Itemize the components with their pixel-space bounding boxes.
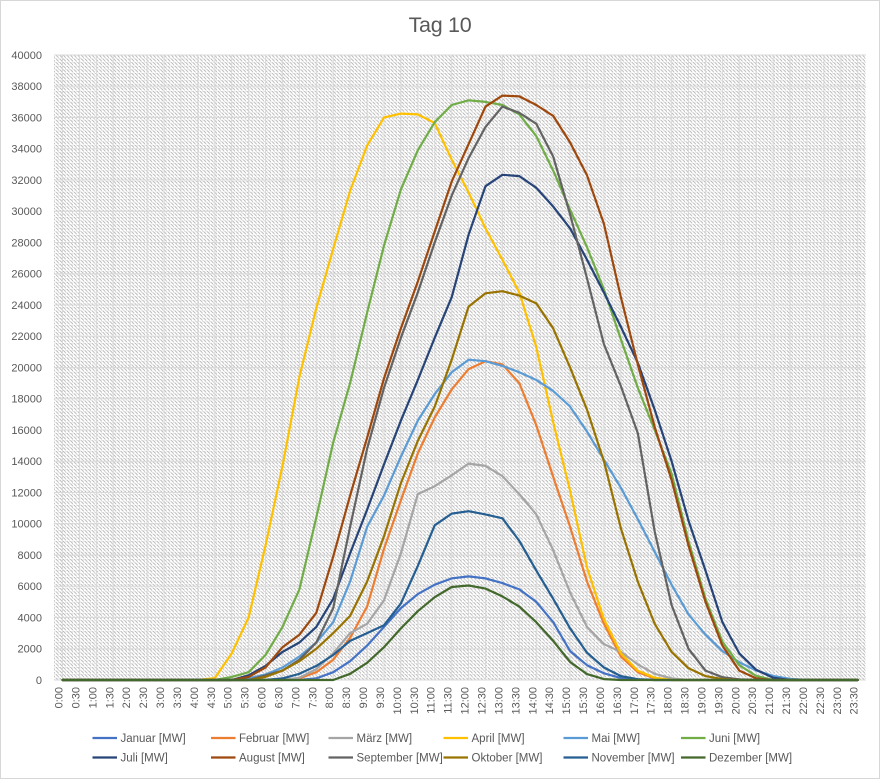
svg-text:21:30: 21:30 (781, 687, 793, 715)
svg-text:8000: 8000 (18, 550, 42, 562)
svg-text:17:30: 17:30 (646, 687, 658, 715)
svg-text:12:00: 12:00 (460, 687, 472, 715)
svg-text:19:00: 19:00 (697, 687, 709, 715)
svg-text:11:00: 11:00 (426, 687, 438, 714)
svg-text:18000: 18000 (11, 394, 42, 406)
svg-text:20:30: 20:30 (747, 687, 759, 715)
svg-text:16:00: 16:00 (595, 687, 607, 715)
svg-text:3:30: 3:30 (172, 687, 184, 708)
svg-text:2000: 2000 (18, 644, 42, 656)
svg-text:21:00: 21:00 (764, 687, 776, 715)
svg-text:2:30: 2:30 (138, 687, 150, 708)
svg-text:15:00: 15:00 (561, 687, 573, 715)
svg-text:Oktober [MW]: Oktober [MW] (472, 753, 543, 765)
svg-text:Juli [MW]: Juli [MW] (121, 753, 168, 765)
svg-text:Dezember [MW]: Dezember [MW] (709, 753, 792, 765)
svg-text:24000: 24000 (11, 300, 42, 312)
svg-text:6:00: 6:00 (257, 687, 269, 708)
svg-text:14:00: 14:00 (527, 687, 539, 715)
svg-text:17:00: 17:00 (629, 687, 641, 715)
svg-text:34000: 34000 (11, 144, 42, 156)
svg-text:9:00: 9:00 (358, 687, 370, 708)
svg-text:18:30: 18:30 (680, 687, 692, 715)
svg-text:13:00: 13:00 (493, 687, 505, 715)
svg-text:36000: 36000 (11, 112, 42, 124)
svg-text:28000: 28000 (11, 237, 42, 249)
svg-text:3:00: 3:00 (155, 687, 167, 708)
svg-text:4:30: 4:30 (206, 687, 218, 708)
svg-text:38000: 38000 (11, 81, 42, 93)
svg-text:20000: 20000 (11, 362, 42, 374)
svg-text:22000: 22000 (11, 331, 42, 343)
svg-text:26000: 26000 (11, 269, 42, 281)
svg-text:1:30: 1:30 (104, 687, 116, 708)
svg-text:0:30: 0:30 (70, 687, 82, 708)
svg-text:10:00: 10:00 (392, 687, 404, 715)
svg-text:4:00: 4:00 (189, 687, 201, 708)
svg-text:8:30: 8:30 (341, 687, 353, 708)
svg-text:7:00: 7:00 (290, 687, 302, 708)
svg-text:12:30: 12:30 (477, 687, 489, 715)
svg-text:14000: 14000 (11, 456, 42, 468)
svg-text:1:00: 1:00 (87, 687, 99, 708)
svg-text:7:30: 7:30 (307, 687, 319, 708)
svg-text:Tag 10: Tag 10 (409, 13, 472, 37)
svg-text:23:00: 23:00 (832, 687, 844, 715)
svg-text:10000: 10000 (11, 519, 42, 531)
svg-text:30000: 30000 (11, 206, 42, 218)
svg-text:13:30: 13:30 (510, 687, 522, 715)
svg-text:6:30: 6:30 (274, 687, 286, 708)
svg-text:Juni [MW]: Juni [MW] (709, 733, 760, 745)
svg-text:November [MW]: November [MW] (592, 753, 675, 765)
svg-text:6000: 6000 (18, 581, 42, 593)
svg-text:10:30: 10:30 (409, 687, 421, 715)
svg-text:April [MW]: April [MW] (472, 733, 525, 745)
svg-text:12000: 12000 (11, 487, 42, 499)
svg-text:8:00: 8:00 (324, 687, 336, 708)
svg-text:August [MW]: August [MW] (239, 753, 305, 765)
svg-text:19:30: 19:30 (713, 687, 725, 715)
svg-text:16:30: 16:30 (612, 687, 624, 715)
svg-text:5:30: 5:30 (240, 687, 252, 708)
svg-text:5:00: 5:00 (223, 687, 235, 708)
svg-text:Mai [MW]: Mai [MW] (592, 733, 641, 745)
svg-text:14:30: 14:30 (544, 687, 556, 715)
svg-text:40000: 40000 (11, 50, 42, 62)
svg-text:11:30: 11:30 (443, 687, 455, 714)
svg-text:0: 0 (36, 675, 42, 687)
svg-text:20:00: 20:00 (730, 687, 742, 715)
svg-text:15:30: 15:30 (578, 687, 590, 715)
svg-text:16000: 16000 (11, 425, 42, 437)
svg-text:Februar [MW]: Februar [MW] (239, 733, 309, 745)
svg-text:2:00: 2:00 (121, 687, 133, 708)
svg-text:22:00: 22:00 (798, 687, 810, 715)
svg-text:4000: 4000 (18, 612, 42, 624)
svg-text:18:00: 18:00 (663, 687, 675, 715)
svg-text:32000: 32000 (11, 175, 42, 187)
svg-text:September [MW]: September [MW] (357, 753, 443, 765)
svg-text:0:00: 0:00 (54, 687, 66, 708)
svg-text:9:30: 9:30 (375, 687, 387, 708)
svg-text:23:30: 23:30 (849, 687, 861, 715)
svg-text:März [MW]: März [MW] (357, 733, 413, 745)
svg-text:22:30: 22:30 (815, 687, 827, 715)
svg-text:Januar [MW]: Januar [MW] (121, 733, 186, 745)
